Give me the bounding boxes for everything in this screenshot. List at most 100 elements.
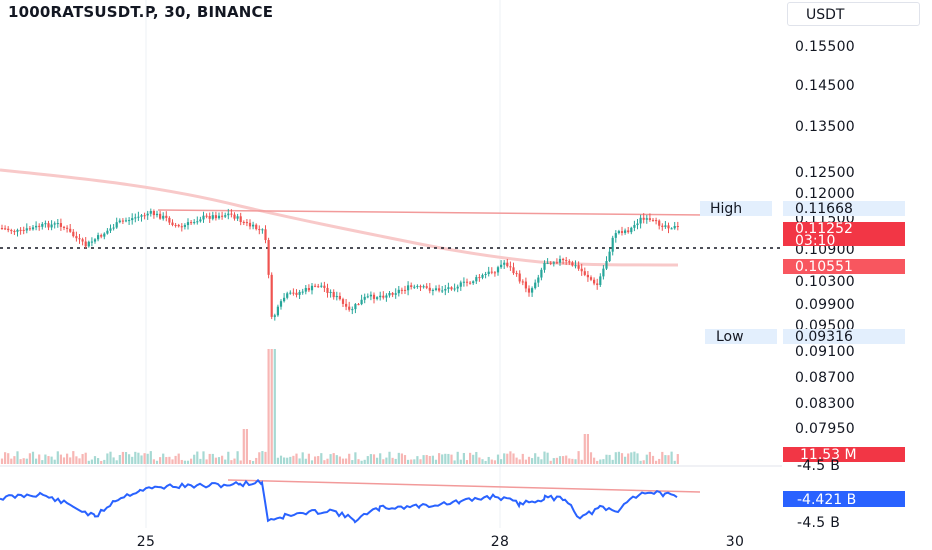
- candle-body: [354, 304, 357, 310]
- candle-body: [273, 315, 276, 317]
- volume-bar: [546, 452, 549, 464]
- candle-body: [31, 227, 35, 230]
- candle-body: [453, 288, 456, 290]
- volume-series: [0, 349, 679, 464]
- volume-tag: 11.53 M: [783, 447, 905, 463]
- candle-body: [35, 225, 38, 228]
- volume-bar: [270, 349, 273, 464]
- candle-body: [593, 279, 596, 284]
- volume-bar: [363, 459, 366, 464]
- volume-bar: [521, 453, 524, 464]
- volume-bar: [400, 453, 403, 464]
- volume-bar: [524, 459, 527, 464]
- candle-body: [388, 293, 391, 296]
- candle-body: [264, 229, 267, 241]
- candle-body: [552, 262, 555, 264]
- candle-body: [7, 228, 10, 231]
- volume-bar: [472, 454, 475, 464]
- volume-bar: [462, 452, 465, 464]
- candle-body: [286, 293, 289, 298]
- volume-bar: [159, 457, 162, 464]
- candle-body: [447, 287, 450, 289]
- volume-bar: [326, 458, 329, 464]
- volume-bar: [586, 434, 589, 464]
- volume-bar: [555, 457, 558, 464]
- volume-bar: [534, 453, 537, 464]
- volume-bar: [568, 458, 571, 464]
- volume-bar: [372, 454, 376, 464]
- candle-body: [515, 273, 518, 275]
- volume-bar: [78, 458, 81, 464]
- volume-bar: [211, 453, 214, 464]
- bar-countdown: 03:10: [795, 233, 835, 249]
- volume-bar: [487, 456, 490, 464]
- candle-body: [366, 296, 369, 298]
- candle-body: [549, 262, 552, 264]
- candle-body: [537, 277, 540, 283]
- volume-bar: [75, 456, 78, 464]
- volume-bar: [230, 460, 233, 464]
- candle-body: [664, 225, 667, 227]
- volume-bar: [279, 455, 283, 464]
- candle-body: [295, 292, 298, 295]
- candle-body: [317, 286, 320, 288]
- candle-body: [602, 268, 605, 277]
- resistance-trendline: [157, 209, 706, 216]
- volume-bar: [199, 458, 202, 464]
- last-price-tag: 0.11252 03:10: [783, 221, 905, 249]
- candle-body: [441, 290, 444, 292]
- candle-body: [227, 213, 230, 216]
- volume-bar: [317, 456, 320, 464]
- candle-body: [599, 276, 602, 285]
- candle-body: [233, 214, 236, 219]
- candle-body: [329, 291, 332, 293]
- volume-bar: [574, 459, 577, 464]
- volume-bar: [605, 454, 608, 464]
- volume-bar: [38, 454, 41, 464]
- volume-bar: [128, 454, 131, 464]
- volume-bar: [503, 453, 506, 464]
- candle-body: [16, 229, 19, 232]
- volume-bar: [202, 451, 205, 464]
- price-tick-label: 0.13500: [795, 119, 855, 135]
- candle-body: [670, 228, 673, 230]
- volume-bar: [651, 455, 655, 464]
- volume-bar: [593, 457, 596, 464]
- volume-bar: [16, 451, 19, 464]
- candle-body: [394, 293, 397, 295]
- candle-body: [376, 297, 379, 299]
- currency-selector-button[interactable]: USDT: [787, 2, 920, 26]
- volume-bar: [562, 456, 565, 464]
- candle-body: [124, 220, 128, 222]
- volume-bar: [171, 459, 174, 464]
- price-tick-label: 0.12000: [795, 186, 855, 202]
- candle-body: [183, 225, 186, 227]
- volume-bar: [190, 458, 193, 464]
- candle-body: [276, 306, 279, 316]
- volume-bar: [540, 459, 543, 464]
- volume-bar: [580, 459, 583, 464]
- candle-body: [292, 292, 295, 294]
- volume-bar: [642, 460, 645, 464]
- volume-bar: [431, 455, 434, 464]
- candle-body: [391, 293, 394, 295]
- candle-body: [97, 235, 100, 240]
- high-label: High: [710, 201, 742, 217]
- oscillator-trendline: [227, 479, 701, 493]
- candle-body: [673, 226, 676, 229]
- candle-body: [261, 229, 264, 231]
- volume-bar: [267, 349, 270, 464]
- volume-bar: [152, 459, 155, 464]
- volume-bar: [106, 453, 109, 464]
- candle-body: [106, 230, 109, 234]
- volume-bar: [338, 456, 341, 464]
- candle-body: [93, 239, 97, 242]
- volume-bar: [506, 453, 509, 464]
- candle-body: [128, 220, 131, 222]
- volume-bar: [224, 459, 227, 464]
- high-value: 0.11668: [795, 201, 853, 217]
- candle-body: [583, 271, 586, 275]
- candle-body: [165, 215, 168, 218]
- candle-body: [242, 221, 245, 223]
